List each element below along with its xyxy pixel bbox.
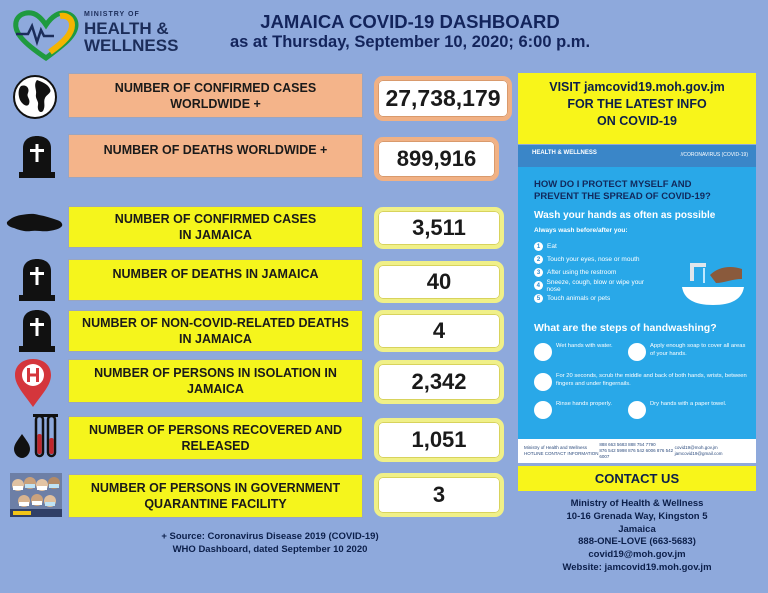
logo-wellness-text: WELLNESS [84,36,179,55]
value-jamaica-deaths: 40 [374,261,504,303]
label-line1: NUMBER OF DEATHS IN JAMAICA [112,267,319,281]
visit-line2: FOR THE LATEST INFO [567,97,707,111]
source-line1: + Source: Coronavirus Disease 2019 (COVI… [161,531,379,542]
hospital-pin-icon [10,356,56,410]
jamaica-map-icon [4,208,66,238]
value-quarantine: 3 [374,473,504,517]
label-line2: RELEASED [181,439,250,453]
contact-line: covid19@moh.gov.jm [588,549,686,561]
source-line2: WHO Dashboard, dated September 10 2020 [172,544,368,555]
poster-logo: HEALTH & WELLNESS [532,150,597,156]
poster-tag: //CORONAVIRUS (COVID-19) [680,152,748,158]
poster-heading-line1: HOW DO I PROTECT MYSELF AND [534,179,692,190]
logo-health-text: HEALTH & [84,19,169,38]
value-recovered: 1,051 [374,418,504,462]
label-jamaica-deaths: NUMBER OF DEATHS IN JAMAICA [68,259,363,301]
step-item: Rinse hands properly. [534,401,624,419]
handwashing-poster: HEALTH & WELLNESS //CORONAVIRUS (COVID-1… [518,145,756,463]
step-item: Wet hands with water. [534,343,624,361]
label-line1: NUMBER OF PERSONS IN GOVERNMENT [90,481,341,495]
list-item: 1 Eat [534,240,654,253]
label-line1: NUMBER OF PERSONS RECOVERED AND [88,423,343,437]
masked-people-icon [10,473,62,517]
label-jamaica-cases: NUMBER OF CONFIRMED CASES IN JAMAICA [68,206,363,248]
source-note: + Source: Coronavirus Disease 2019 (COVI… [120,530,420,556]
contact-heading: CONTACT US [518,466,756,491]
list-item: 2 Touch your eyes, nose or mouth [534,253,654,266]
tombstone-icon [16,133,58,179]
logo-ministry-text: MINISTRY OF [84,11,140,18]
label-line1: NUMBER OF CONFIRMED CASES [114,212,317,226]
visit-box: VISIT jamcovid19.moh.gov.jm FOR THE LATE… [518,73,756,144]
hands-icon [534,401,552,419]
label-line1: NUMBER OF CONFIRMED CASES [114,80,317,95]
visit-line3: ON COVID-19 [597,114,677,128]
value-worldwide-cases: 27,738,179 [374,76,512,121]
page-title: JAMAICA COVID-19 DASHBOARD [260,11,560,32]
list-item: 4 Sneeze, cough, blow or wipe your nose [534,279,654,293]
poster-header: HEALTH & WELLNESS //CORONAVIRUS (COVID-1… [518,145,756,167]
step-item: Dry hands with a paper towel. [628,401,748,419]
ministry-logo: MINISTRY OF HEALTH & WELLNESS [10,8,185,62]
clock-icon [534,373,552,391]
contact-line: 888-ONE-LOVE (663-5683) [578,536,696,548]
label-worldwide-deaths: NUMBER OF DEATHS WORLDWIDE + [68,134,363,178]
label-line2: IN JAMAICA [179,228,252,242]
wash-heading: Wash your hands as often as possible [534,210,716,221]
always-wash-text: Always wash before/after you: [534,227,628,234]
contact-line: 10-16 Grenada Way, Kingston 5 [566,510,708,522]
hands-icon [534,343,552,361]
contact-line: Website: jamcovid19.moh.gov.jm [562,561,712,573]
tombstone-icon [16,307,58,353]
poster-heading-line2: PREVENT THE SPREAD OF COVID-19? [534,191,711,202]
label-quarantine: NUMBER OF PERSONS IN GOVERNMENT QUARANTIN… [68,474,363,518]
sink-icon [682,263,744,305]
label-non-covid-deaths: NUMBER OF NON-COVID-RELATED DEATHS IN JAM… [68,310,363,352]
value-worldwide-deaths: 899,916 [374,137,499,181]
label-line2: QUARANTINE FACILITY [144,497,287,511]
label-line2: JAMAICA [187,382,244,396]
value-non-covid-deaths: 4 [374,310,504,352]
poster-footer: Ministry of Health and Wellness HOTLINE C… [518,439,756,463]
label-line1: NUMBER OF PERSONS IN ISOLATION IN [94,366,337,380]
globe-icon [10,72,60,122]
label-line1: NUMBER OF DEATHS WORLDWIDE + [103,143,328,157]
list-item: 3 After using the restroom [534,266,654,279]
value-jamaica-cases: 3,511 [374,207,504,249]
towel-icon [628,401,646,419]
poster-heading: HOW DO I PROTECT MYSELF AND PREVENT THE … [534,179,744,203]
tombstone-icon [16,256,58,302]
steps-heading: What are the steps of handwashing? [534,322,717,334]
contact-line: Ministry of Health & Wellness [570,498,704,509]
value-isolation: 2,342 [374,360,504,404]
wash-list: 1 Eat 2 Touch your eyes, nose or mouth 3 Af… [534,240,654,305]
contact-line: Jamaica [618,523,656,535]
heart-logo-icon [13,10,79,62]
soap-icon [628,343,646,361]
blood-test-icon [10,412,62,462]
step-item: For 20 seconds, scrub the middle and bac… [534,373,748,391]
page-subtitle: as at Thursday, September 10, 2020; 6:00… [229,33,591,51]
label-line2: WORLDWIDE + [170,96,261,111]
label-recovered: NUMBER OF PERSONS RECOVERED AND RELEASED [68,416,363,460]
label-isolation: NUMBER OF PERSONS IN ISOLATION IN JAMAICA [68,359,363,403]
step-item: Apply enough soap to cover all areas of … [628,343,748,361]
contact-info: Ministry of Health & Wellness 10-16 Gren… [518,498,756,575]
visit-line1: VISIT jamcovid19.moh.gov.jm [549,80,725,94]
label-line1: NUMBER OF NON-COVID-RELATED DEATHS [82,316,349,330]
label-worldwide-cases: NUMBER OF CONFIRMED CASES WORLDWIDE + [68,73,363,118]
list-item: 5 Touch animals or pets [534,292,654,305]
label-line2: IN JAMAICA [179,332,252,346]
